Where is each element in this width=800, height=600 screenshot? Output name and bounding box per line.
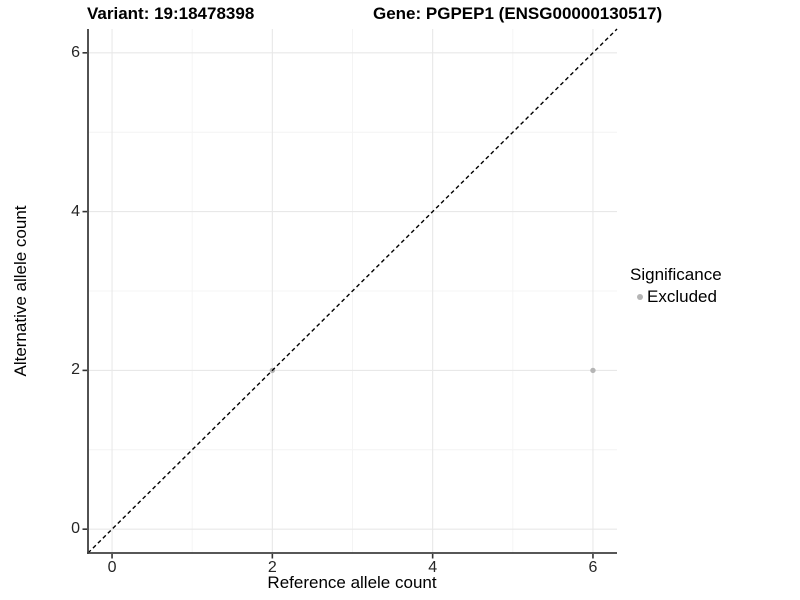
legend-key-dot-icon [637, 294, 643, 300]
identity-reference-line [87, 28, 618, 554]
legend-title: Significance [630, 265, 722, 284]
legend-item-excluded: Excluded [630, 287, 722, 307]
data-point-excluded [590, 367, 596, 374]
x-tick-label: 6 [588, 559, 598, 576]
y-tick-label: 4 [71, 202, 80, 220]
legend-items: Excluded [630, 287, 722, 307]
x-tick-label: 4 [428, 559, 438, 576]
x-tick-label: 0 [107, 559, 117, 576]
x-tick-label: 2 [267, 559, 277, 576]
legend-key [630, 294, 643, 300]
x-axis-title: Reference allele count [267, 573, 437, 592]
legend: Significance Excluded [630, 265, 722, 307]
y-tick-label: 2 [71, 361, 80, 379]
variant-title: Variant: 19:18478398 [87, 4, 255, 23]
legend-item-label: Excluded [647, 287, 717, 306]
y-tick-label: 6 [71, 43, 80, 61]
gene-title: Gene: PGPEP1 (ENSG00000130517) [373, 4, 663, 23]
y-tick-label: 0 [71, 520, 80, 538]
